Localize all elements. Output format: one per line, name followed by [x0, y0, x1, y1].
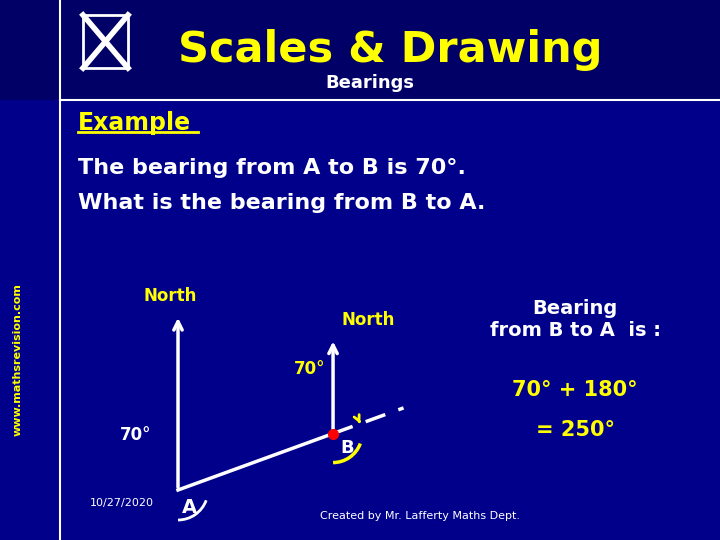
- Text: B: B: [341, 438, 354, 456]
- FancyBboxPatch shape: [0, 0, 720, 100]
- Text: = 250°: = 250°: [536, 420, 614, 440]
- Text: North: North: [143, 287, 197, 305]
- Text: Created by Mr. Lafferty Maths Dept.: Created by Mr. Lafferty Maths Dept.: [320, 511, 520, 521]
- Text: A: A: [182, 498, 197, 517]
- Text: Example: Example: [78, 111, 191, 135]
- Text: 70° + 180°: 70° + 180°: [512, 380, 638, 400]
- Text: The bearing from A to B is 70°.: The bearing from A to B is 70°.: [78, 158, 466, 178]
- Text: www.mathsrevision.com: www.mathsrevision.com: [13, 284, 23, 436]
- Text: What is the bearing from B to A.: What is the bearing from B to A.: [78, 193, 485, 213]
- Text: North: North: [341, 310, 395, 328]
- Text: Bearings: Bearings: [325, 74, 415, 92]
- Text: 70°: 70°: [294, 360, 325, 377]
- Text: Bearing: Bearing: [532, 299, 618, 318]
- Text: Scales & Drawing: Scales & Drawing: [178, 29, 602, 71]
- Text: from B to A  is :: from B to A is :: [490, 321, 660, 340]
- Text: 10/27/2020: 10/27/2020: [90, 498, 154, 508]
- Text: 70°: 70°: [120, 426, 152, 444]
